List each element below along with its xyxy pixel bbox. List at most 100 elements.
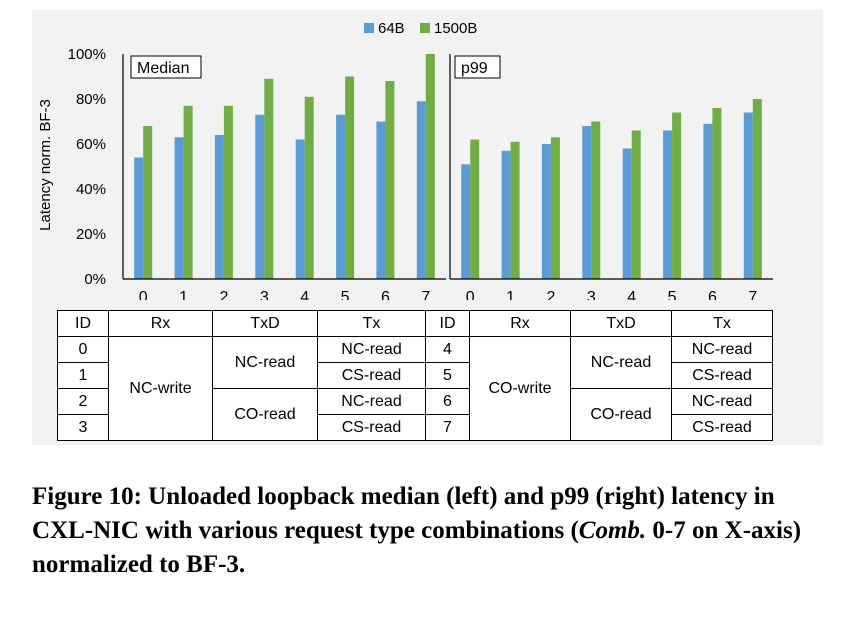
- x-tick-label: 5: [341, 289, 350, 300]
- table-row: 1 CS-read 5 CS-read: [57, 362, 773, 389]
- cell-id: 1: [57, 362, 109, 389]
- legend-swatch-1500b: [420, 23, 430, 33]
- cell-id: 3: [57, 414, 109, 441]
- header-id: ID: [57, 310, 109, 337]
- cell-txd: NC-read: [570, 336, 672, 389]
- bar-median-1500b-2: [223, 105, 233, 280]
- left-x-tick-labels: 0 1 2 3 4 5 6 7: [139, 289, 431, 300]
- combination-table: ID Rx TxD Tx ID Rx TxD Tx 0 NC-write NC-…: [57, 310, 773, 441]
- bar-median-1500b-1: [183, 105, 193, 280]
- cell-tx: CS-read: [317, 414, 426, 441]
- x-tick-label: 3: [587, 289, 596, 300]
- x-tick-label: 0: [139, 289, 148, 300]
- y-tick-label: 100%: [68, 46, 106, 63]
- bar-p99-64b-6: [703, 123, 713, 280]
- bar-median-64b-4: [295, 139, 305, 279]
- header-id: ID: [425, 310, 470, 337]
- bar-p99-1500b-4: [631, 130, 641, 279]
- cell-id: 0: [57, 336, 109, 363]
- cell-txd: NC-read: [212, 336, 318, 389]
- bar-median-64b-7: [416, 101, 426, 280]
- bar-median-1500b-6: [385, 81, 395, 279]
- cell-tx: NC-read: [671, 388, 773, 415]
- caption-italic: Comb.: [578, 517, 647, 544]
- x-tick-label: 4: [627, 289, 636, 300]
- bar-median-1500b-0: [143, 126, 153, 279]
- header-txd: TxD: [212, 310, 318, 337]
- caption-text-end: 0-7 on X-axis) normalized to BF-3.: [32, 517, 802, 578]
- bar-median-1500b-3: [264, 78, 274, 280]
- bar-p99-1500b-0: [470, 139, 480, 279]
- bar-p99-64b-0: [461, 164, 471, 280]
- legend: 64B 1500B: [364, 20, 477, 37]
- panel-label-p99-text: p99: [461, 60, 488, 77]
- y-tick-label: 80%: [76, 91, 106, 108]
- bar-p99-1500b-1: [510, 141, 520, 280]
- table-row: 0 NC-write NC-read NC-read 4 CO-write NC…: [57, 336, 773, 441]
- y-tick-label: 60%: [76, 136, 106, 153]
- cell-id: 6: [425, 388, 470, 415]
- bar-p99-1500b-6: [712, 108, 722, 279]
- bar-p99-64b-5: [663, 130, 673, 279]
- x-tick-label: 6: [381, 289, 390, 300]
- x-tick-label: 0: [466, 289, 475, 300]
- bar-p99-64b-3: [582, 126, 592, 279]
- x-tick-label: 7: [748, 289, 757, 300]
- panel-label-median-text: Median: [137, 60, 189, 77]
- legend-label-64b: 64B: [378, 20, 405, 37]
- header-rx: Rx: [108, 310, 213, 337]
- header-rx: Rx: [469, 310, 571, 337]
- panel-label-median: Median: [130, 55, 202, 79]
- x-tick-label: 5: [668, 289, 677, 300]
- y-tick-label: 40%: [76, 181, 106, 198]
- x-tick-label: 2: [219, 289, 228, 300]
- x-tick-label: 7: [421, 289, 430, 300]
- bar-p99-64b-1: [501, 150, 511, 280]
- header-tx: Tx: [671, 310, 773, 337]
- cell-id: 2: [57, 388, 109, 415]
- bar-p99-1500b-7: [752, 99, 762, 279]
- bar-median-64b-5: [336, 114, 346, 280]
- cell-tx: CS-read: [671, 414, 773, 441]
- caption-text: Figure 10: Unloaded loopback median (lef…: [32, 483, 775, 544]
- bar-p99-64b-7: [743, 112, 753, 279]
- bar-chart: 64B 1500B Latency norm. BF-3 0% 20% 40% …: [37, 20, 773, 300]
- x-tick-label: 3: [260, 289, 269, 300]
- median-bars: [134, 54, 435, 280]
- bar-median-1500b-7: [425, 54, 435, 279]
- y-tick-label: 0%: [84, 271, 106, 288]
- y-axis-ticks: 0% 20% 40% 60% 80% 100%: [68, 46, 106, 288]
- x-tick-label: 2: [546, 289, 555, 300]
- bar-median-64b-6: [376, 121, 386, 279]
- legend-label-1500b: 1500B: [434, 20, 477, 37]
- cell-id: 4: [425, 336, 470, 363]
- bar-p99-1500b-5: [672, 112, 682, 279]
- cell-txd: CO-read: [570, 388, 672, 441]
- bar-p99-1500b-2: [550, 137, 560, 280]
- cell-rx: CO-write: [469, 336, 571, 441]
- table-row: 2 CO-read NC-read 6 CO-read NC-read: [57, 388, 773, 441]
- x-tick-label: 6: [708, 289, 717, 300]
- y-tick-label: 20%: [76, 226, 106, 243]
- bar-p99-1500b-3: [591, 121, 601, 279]
- cell-id: 5: [425, 362, 470, 389]
- axes: [122, 54, 773, 280]
- panel-label-p99: p99: [454, 55, 501, 79]
- header-txd: TxD: [570, 310, 672, 337]
- cell-tx: NC-read: [317, 336, 426, 363]
- bar-median-64b-2: [214, 135, 224, 279]
- cell-tx: NC-read: [317, 388, 426, 415]
- bar-median-64b-3: [255, 114, 265, 280]
- bar-median-64b-0: [134, 157, 144, 279]
- cell-tx: CS-read: [317, 362, 426, 389]
- cell-txd: CO-read: [212, 388, 318, 441]
- cell-tx: NC-read: [671, 336, 773, 363]
- legend-swatch-64b: [364, 23, 374, 33]
- right-x-tick-labels: 0 1 2 3 4 5 6 7: [466, 289, 758, 300]
- bar-median-64b-1: [174, 137, 184, 280]
- p99-bars: [461, 99, 762, 280]
- table-header-row: ID Rx TxD Tx ID Rx TxD Tx: [57, 310, 773, 337]
- header-tx: Tx: [317, 310, 426, 337]
- figure-caption: Figure 10: Unloaded loopback median (lef…: [32, 480, 822, 582]
- table-row: 3 CS-read 7 CS-read: [57, 414, 773, 441]
